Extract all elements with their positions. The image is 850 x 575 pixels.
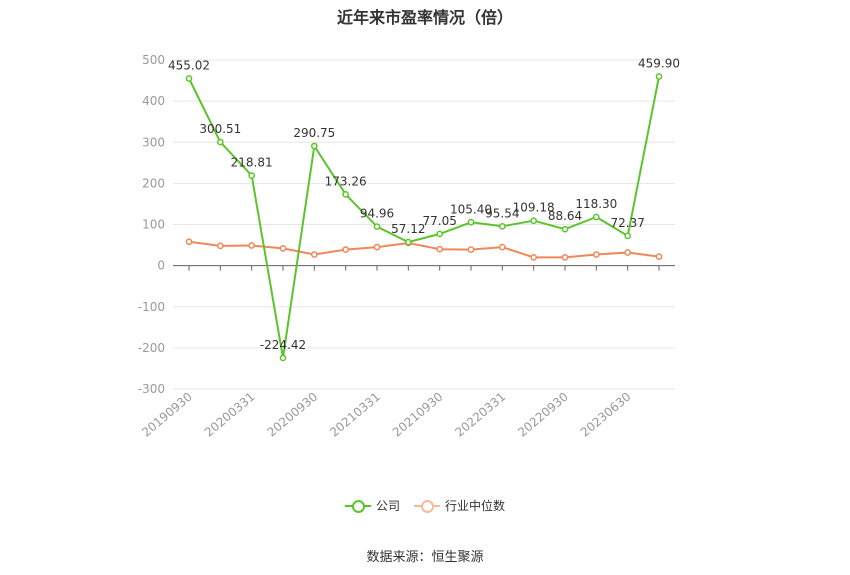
industry-median-point bbox=[530, 254, 538, 261]
company-point bbox=[310, 142, 318, 150]
legend-marker-company bbox=[344, 499, 371, 513]
y-tick-label: 0 bbox=[157, 259, 165, 273]
industry-median-point bbox=[655, 253, 663, 260]
y-tick-label: 200 bbox=[142, 176, 165, 190]
y-tick-label: 400 bbox=[142, 94, 165, 108]
company-data-label: 105.40 bbox=[450, 202, 492, 216]
company-point bbox=[655, 73, 663, 80]
data-source: 数据来源：恒生聚源 bbox=[366, 550, 484, 565]
industry-median-point bbox=[498, 243, 506, 251]
company-data-label: 300.51 bbox=[199, 122, 241, 136]
industry-median-point bbox=[467, 246, 475, 253]
company-line bbox=[188, 76, 660, 359]
y-tick-label: -200 bbox=[138, 341, 165, 355]
x-tick-label: 20210930 bbox=[390, 390, 446, 440]
legend-label-company: 公司 bbox=[375, 499, 400, 513]
legend-item-industry-median[interactable]: 行业中位数 bbox=[414, 497, 505, 514]
company-data-label: 88.64 bbox=[548, 209, 582, 223]
company-data-label: 72.37 bbox=[610, 216, 644, 230]
industry-median-point bbox=[373, 243, 381, 251]
data-labels: 455.02 300.51 218.81 -224.42 290.75 173.26 94.… bbox=[168, 56, 680, 351]
x-tick-label: 20230630 bbox=[578, 390, 634, 440]
legend: 公司 行业中位数 bbox=[0, 497, 850, 514]
industry-median-point bbox=[342, 246, 350, 253]
x-tick-label: 20190930 bbox=[139, 390, 195, 440]
company-point bbox=[467, 218, 475, 226]
company-point bbox=[530, 217, 538, 225]
y-tick-label: -300 bbox=[138, 382, 165, 396]
company-point bbox=[561, 225, 569, 233]
company-point bbox=[185, 75, 193, 82]
company-point bbox=[342, 191, 350, 198]
company-data-label: 109.18 bbox=[513, 201, 555, 215]
company-point bbox=[436, 230, 444, 238]
company-point bbox=[592, 213, 600, 221]
company-point bbox=[248, 172, 256, 179]
company-data-label: 77.05 bbox=[422, 214, 456, 228]
company-data-label: 290.75 bbox=[293, 126, 335, 140]
company-point bbox=[279, 354, 287, 362]
company-point bbox=[404, 238, 412, 246]
company-point bbox=[216, 138, 224, 146]
industry-median-line bbox=[188, 240, 660, 259]
y-tick-label: 100 bbox=[142, 218, 165, 232]
series-group bbox=[185, 73, 663, 362]
x-axis: 20190930 20200331 20200930 20210331 20210930… bbox=[139, 265, 675, 440]
industry-median-point bbox=[279, 245, 287, 252]
y-axis: -300 -200 -100 0 100 200 300 400 500 bbox=[138, 53, 165, 396]
company-data-label: 455.02 bbox=[168, 58, 210, 72]
x-tick-label: 20220930 bbox=[515, 390, 571, 440]
company-point bbox=[498, 222, 506, 230]
company-data-label: -224.42 bbox=[260, 338, 306, 352]
company-data-label: 95.54 bbox=[485, 206, 519, 220]
x-tick-label: 20200930 bbox=[264, 390, 320, 440]
company-point bbox=[624, 232, 632, 240]
company-data-label: 94.96 bbox=[360, 207, 394, 221]
industry-median-point bbox=[185, 238, 193, 246]
industry-median-point bbox=[248, 242, 256, 249]
company-point bbox=[373, 223, 381, 230]
industry-median-point bbox=[436, 245, 444, 253]
y-tick-label: 300 bbox=[142, 135, 165, 149]
company-data-label: 118.30 bbox=[575, 197, 617, 211]
industry-median-point bbox=[216, 242, 224, 250]
legend-label-industry-median: 行业中位数 bbox=[445, 499, 506, 513]
chart-title: 近年来市盈率情况（倍） bbox=[336, 8, 513, 27]
x-tick-label: 20200331 bbox=[202, 390, 258, 440]
industry-median-point bbox=[561, 254, 569, 261]
legend-item-company[interactable]: 公司 bbox=[344, 497, 400, 514]
company-data-label: 57.12 bbox=[391, 222, 425, 236]
x-tick-label: 20220331 bbox=[452, 390, 508, 440]
company-data-label: 218.81 bbox=[231, 156, 273, 170]
legend-marker-industry-median bbox=[414, 499, 440, 513]
y-tick-label: 500 bbox=[142, 53, 165, 67]
industry-median-point bbox=[624, 249, 632, 256]
company-data-label: 173.26 bbox=[325, 174, 367, 188]
y-tick-label: -100 bbox=[138, 300, 165, 314]
company-data-label: 459.90 bbox=[638, 56, 680, 70]
industry-median-point bbox=[310, 251, 318, 258]
x-tick-label: 20210331 bbox=[327, 390, 383, 440]
industry-median-point bbox=[592, 251, 600, 258]
